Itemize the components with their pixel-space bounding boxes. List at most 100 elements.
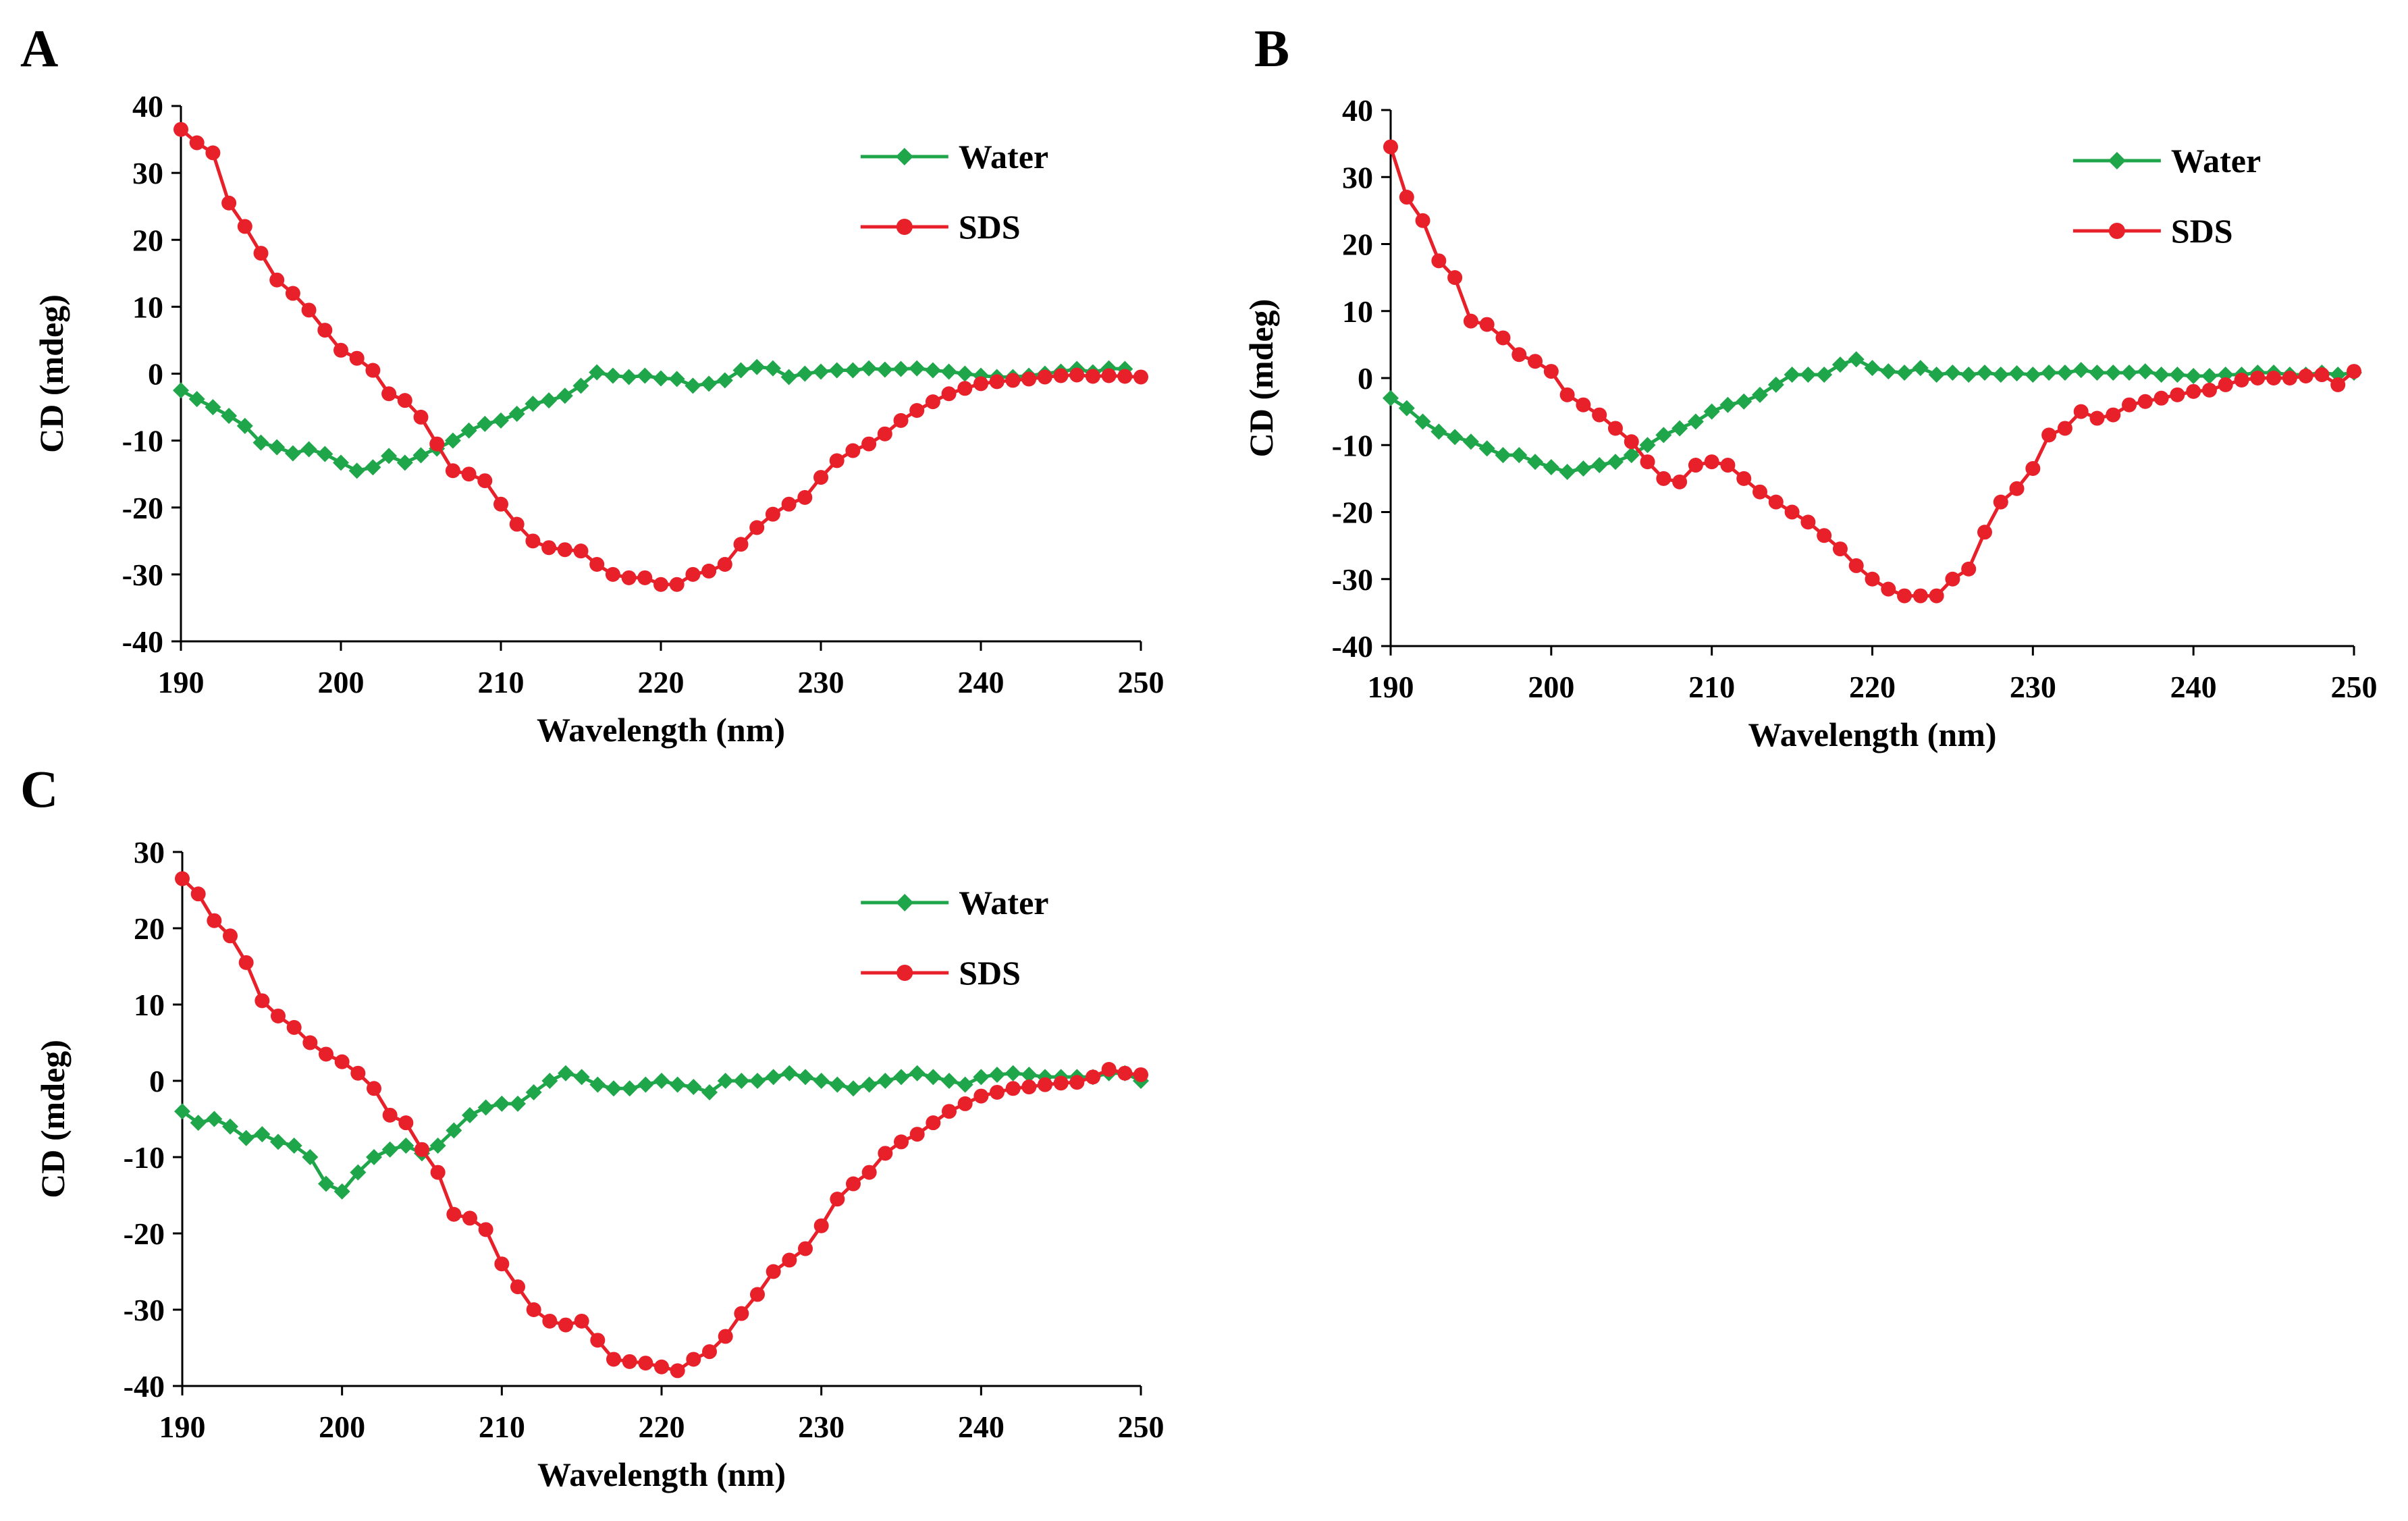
data-point-sds — [1736, 471, 1752, 486]
data-point-water — [270, 1133, 286, 1150]
data-point-sds — [557, 542, 572, 558]
data-point-sds — [989, 374, 1005, 390]
y-tick-label: 10 — [134, 988, 165, 1022]
data-point-water — [556, 388, 573, 404]
data-point-sds — [830, 1192, 845, 1207]
data-point-water — [444, 432, 461, 449]
x-tick-label: 200 — [318, 665, 365, 699]
data-point-water — [1736, 393, 1753, 410]
y-tick-label: 40 — [132, 89, 163, 124]
data-point-water — [1687, 413, 1704, 430]
data-point-water — [1527, 454, 1544, 471]
data-point-sds — [1038, 1077, 1052, 1092]
data-point-water — [2105, 365, 2122, 381]
y-tick-label: -10 — [1332, 428, 1373, 462]
data-point-sds — [942, 1104, 957, 1119]
data-point-sds — [509, 516, 525, 532]
data-point-water — [269, 439, 286, 456]
x-tick-label: 190 — [158, 665, 205, 699]
legend-label-sds: SDS — [959, 208, 1021, 246]
data-point-water — [573, 1069, 590, 1086]
x-tick-label: 240 — [958, 665, 1005, 699]
data-point-water — [733, 1073, 750, 1089]
data-point-sds — [1624, 434, 1639, 450]
data-point-water — [909, 1065, 926, 1082]
data-point-sds — [654, 1359, 669, 1375]
data-point-sds — [1447, 270, 1463, 286]
data-point-sds — [413, 409, 429, 425]
data-point-sds — [1053, 368, 1069, 383]
data-point-water — [508, 405, 525, 422]
data-point-water — [302, 1149, 319, 1165]
data-point-sds — [381, 386, 397, 402]
data-point-water — [446, 1122, 462, 1139]
data-point-water — [1005, 1065, 1021, 1082]
data-point-water — [749, 1073, 766, 1089]
data-point-sds — [798, 1241, 813, 1256]
data-point-sds — [702, 1344, 717, 1360]
x-tick-label: 200 — [319, 1410, 365, 1444]
data-point-water — [957, 1076, 973, 1093]
data-point-water — [861, 1076, 878, 1093]
x-tick-label: 250 — [1118, 1410, 1165, 1444]
data-point-sds — [1117, 369, 1133, 384]
data-point-water — [1655, 427, 1672, 444]
legend-marker-water — [2108, 152, 2126, 169]
data-point-sds — [1463, 313, 1478, 329]
data-point-water — [1800, 367, 1817, 383]
data-point-water — [685, 377, 701, 394]
data-point-water — [1398, 400, 1415, 417]
chart-panel-c: C 30 20 10 0 -10 -20 -30 -40 190 200 210 220 230 240 25… — [20, 759, 1165, 1493]
data-point-water — [365, 459, 381, 476]
data-point-water — [940, 363, 957, 380]
x-tick-label: 250 — [2331, 670, 2378, 704]
data-point-sds — [238, 955, 254, 970]
data-point-water — [1511, 447, 1528, 464]
data-point-sds — [255, 993, 270, 1009]
data-point-water — [1912, 360, 1929, 377]
data-point-water — [1430, 423, 1447, 440]
data-point-sds — [1945, 571, 1960, 587]
y-tick-label: 0 — [149, 1064, 165, 1098]
data-point-water — [462, 1106, 478, 1123]
data-point-sds — [1086, 1069, 1100, 1085]
data-point-water — [510, 1095, 526, 1112]
data-point-water — [876, 361, 893, 378]
x-tick-label: 230 — [798, 1410, 845, 1444]
data-point-water — [957, 365, 973, 382]
data-point-water — [589, 364, 606, 381]
data-point-water — [348, 462, 365, 479]
data-point-sds — [1005, 1081, 1021, 1096]
legend-label-sds: SDS — [2171, 212, 2233, 250]
data-point-water — [238, 1129, 255, 1146]
data-point-water — [1719, 396, 1736, 413]
data-point-sds — [1069, 367, 1085, 383]
data-point-water — [1623, 447, 1640, 464]
data-point-water — [221, 407, 238, 424]
data-point-sds — [622, 1354, 637, 1369]
data-point-sds — [2137, 394, 2153, 409]
y-tick-label: -30 — [1332, 562, 1373, 597]
data-point-sds — [894, 1134, 909, 1150]
data-point-sds — [590, 1333, 606, 1348]
data-point-sds — [414, 1142, 429, 1157]
data-point-water — [637, 367, 653, 384]
data-point-sds — [1993, 494, 2008, 510]
data-point-sds — [2170, 387, 2185, 402]
panel-label: C — [20, 759, 58, 818]
data-point-sds — [446, 1206, 462, 1222]
data-point-sds — [926, 1115, 941, 1131]
legend-marker-water — [895, 148, 913, 165]
data-point-sds — [589, 557, 605, 572]
data-point-sds — [1495, 330, 1511, 346]
data-point-sds — [542, 1313, 558, 1329]
data-point-sds — [765, 506, 780, 522]
data-point-sds — [718, 1329, 733, 1344]
data-point-sds — [477, 473, 493, 489]
y-tick-label: -20 — [1332, 496, 1373, 530]
data-point-sds — [1133, 1067, 1148, 1082]
data-point-water — [1767, 376, 1784, 393]
data-point-water — [317, 446, 333, 462]
data-point-sds — [525, 533, 541, 549]
data-point-sds — [223, 928, 238, 944]
